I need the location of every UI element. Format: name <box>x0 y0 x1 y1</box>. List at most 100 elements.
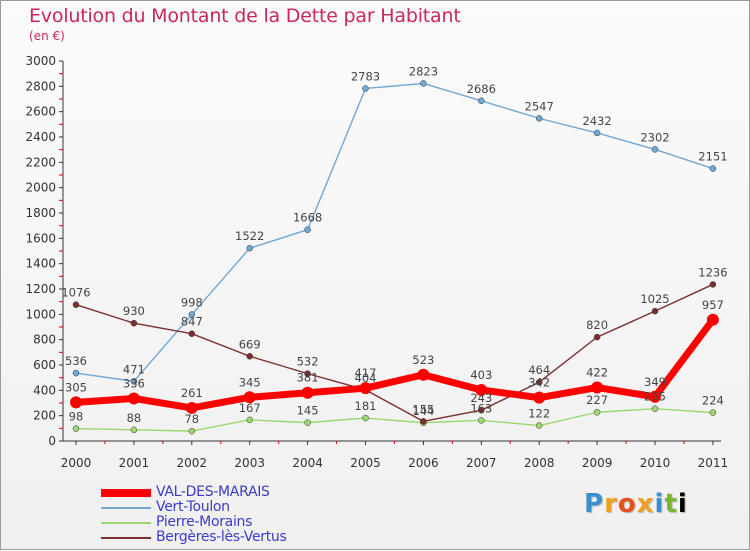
data-point-vert-toulon <box>304 226 311 233</box>
data-label-bergeres-les-vertus: 820 <box>586 318 608 332</box>
data-point-val-des-marais <box>475 383 488 396</box>
data-label-vert-toulon: 998 <box>181 296 203 310</box>
data-point-val-des-marais <box>359 382 372 395</box>
data-label-vert-toulon: 2686 <box>467 82 496 96</box>
data-label-pierre-morains: 88 <box>127 411 142 425</box>
data-point-vert-toulon <box>246 244 253 252</box>
x-tick-label: 2008 <box>524 456 555 470</box>
data-point-val-des-marais <box>127 392 140 405</box>
data-point-val-des-marais <box>70 396 82 409</box>
data-point-bergeres-les-vertus <box>651 307 659 315</box>
data-point-val-des-marais <box>591 381 604 394</box>
data-point-vert-toulon <box>72 369 80 377</box>
data-label-vert-toulon: 536 <box>65 354 87 368</box>
data-label-bergeres-les-vertus: 155 <box>412 402 434 416</box>
y-tick-label: 1600 <box>25 231 56 245</box>
data-point-pierre-morains <box>246 416 253 424</box>
data-point-bergeres-les-vertus <box>72 301 80 308</box>
data-label-pierre-morains: 181 <box>355 399 377 413</box>
data-point-vert-toulon <box>130 378 138 385</box>
data-label-pierre-morains: 98 <box>69 410 84 424</box>
x-tick-label: 2006 <box>408 456 439 470</box>
x-tick-label: 2001 <box>119 456 150 470</box>
data-label-pierre-morains: 78 <box>184 412 199 426</box>
data-point-bergeres-les-vertus <box>709 281 717 288</box>
data-label-vert-toulon: 2783 <box>351 69 380 83</box>
data-label-vert-toulon: 2823 <box>409 64 438 78</box>
legend-label: Pierre-Morains <box>156 514 253 530</box>
data-point-bergeres-les-vertus <box>304 370 311 377</box>
y-tick-label: 1200 <box>25 282 56 296</box>
data-point-vert-toulon <box>478 97 485 105</box>
data-point-bergeres-les-vertus <box>188 330 196 337</box>
y-tick-label: 600 <box>33 358 56 372</box>
data-label-val-des-marais: 305 <box>65 380 87 394</box>
data-point-val-des-marais <box>649 390 661 403</box>
data-point-bergeres-les-vertus <box>593 333 601 341</box>
data-label-val-des-marais: 349 <box>644 375 666 389</box>
data-label-val-des-marais: 417 <box>355 366 377 380</box>
data-point-pierre-morains <box>188 427 196 435</box>
series-line-vert-toulon <box>75 82 714 383</box>
data-point-val-des-marais <box>301 386 314 399</box>
data-label-bergeres-les-vertus: 243 <box>470 391 492 405</box>
legend-label: Bergères-lès-Vertus <box>156 529 287 545</box>
data-point-pierre-morains <box>593 408 601 416</box>
data-point-vert-toulon <box>420 80 427 87</box>
data-label-pierre-morains: 122 <box>528 407 550 421</box>
legend-label: VAL-DES-MARAIS <box>156 484 270 500</box>
x-tick-label: 2004 <box>292 456 323 470</box>
y-tick-label: 2600 <box>25 105 56 119</box>
data-label-pierre-morains: 255 <box>644 390 666 404</box>
legend-swatch <box>101 522 151 524</box>
data-label-bergeres-les-vertus: 1236 <box>698 265 727 279</box>
data-point-vert-toulon <box>709 165 717 172</box>
data-point-bergeres-les-vertus <box>535 378 543 386</box>
data-point-pierre-morains <box>130 426 138 434</box>
y-tick-label: 400 <box>33 383 56 397</box>
data-label-vert-toulon: 2432 <box>582 114 611 128</box>
x-tick-label: 2010 <box>640 456 671 470</box>
x-tick-label: 2005 <box>350 456 381 470</box>
y-tick-label: 1000 <box>25 307 56 321</box>
y-tick-label: 2000 <box>25 181 56 195</box>
x-tick-label: 2002 <box>177 456 208 470</box>
data-label-bergeres-les-vertus: 1025 <box>640 292 669 306</box>
legend-swatch <box>101 489 151 497</box>
data-point-val-des-marais <box>533 391 546 404</box>
data-label-pierre-morains: 144 <box>412 404 434 418</box>
data-label-pierre-morains: 167 <box>239 401 261 415</box>
data-point-vert-toulon <box>362 85 369 92</box>
series-line-pierre-morains <box>75 408 713 432</box>
data-label-val-des-marais: 342 <box>528 376 550 390</box>
data-label-pierre-morains: 224 <box>702 394 724 408</box>
data-label-val-des-marais: 957 <box>702 298 724 312</box>
y-tick-label: 1400 <box>25 257 56 271</box>
data-label-vert-toulon: 1668 <box>293 211 322 225</box>
y-tick-label: 200 <box>33 409 56 423</box>
data-point-pierre-morains <box>362 414 369 422</box>
data-point-bergeres-les-vertus <box>246 353 253 360</box>
data-label-vert-toulon: 2302 <box>640 130 669 144</box>
data-label-vert-toulon: 471 <box>123 362 145 376</box>
data-label-bergeres-les-vertus: 1076 <box>61 286 90 300</box>
data-point-vert-toulon <box>535 115 543 122</box>
y-tick-label: 3000 <box>25 54 56 68</box>
data-point-val-des-marais <box>185 401 198 414</box>
data-label-pierre-morains: 163 <box>470 401 492 415</box>
data-label-bergeres-les-vertus: 464 <box>528 363 550 377</box>
data-point-val-des-marais <box>243 391 256 404</box>
data-label-val-des-marais: 523 <box>412 353 434 367</box>
data-label-bergeres-les-vertus: 532 <box>297 355 319 369</box>
y-tick-label: 2400 <box>25 130 56 144</box>
data-label-pierre-morains: 227 <box>586 393 608 407</box>
data-label-vert-toulon: 2547 <box>525 99 554 113</box>
data-label-bergeres-les-vertus: 847 <box>181 315 203 329</box>
legend-swatch <box>101 537 151 539</box>
series-layer <box>70 80 719 435</box>
series-line-val-des-marais <box>75 317 716 412</box>
series-line-bergeres-les-vertus <box>75 283 714 423</box>
y-tick-label: 2800 <box>25 79 56 93</box>
